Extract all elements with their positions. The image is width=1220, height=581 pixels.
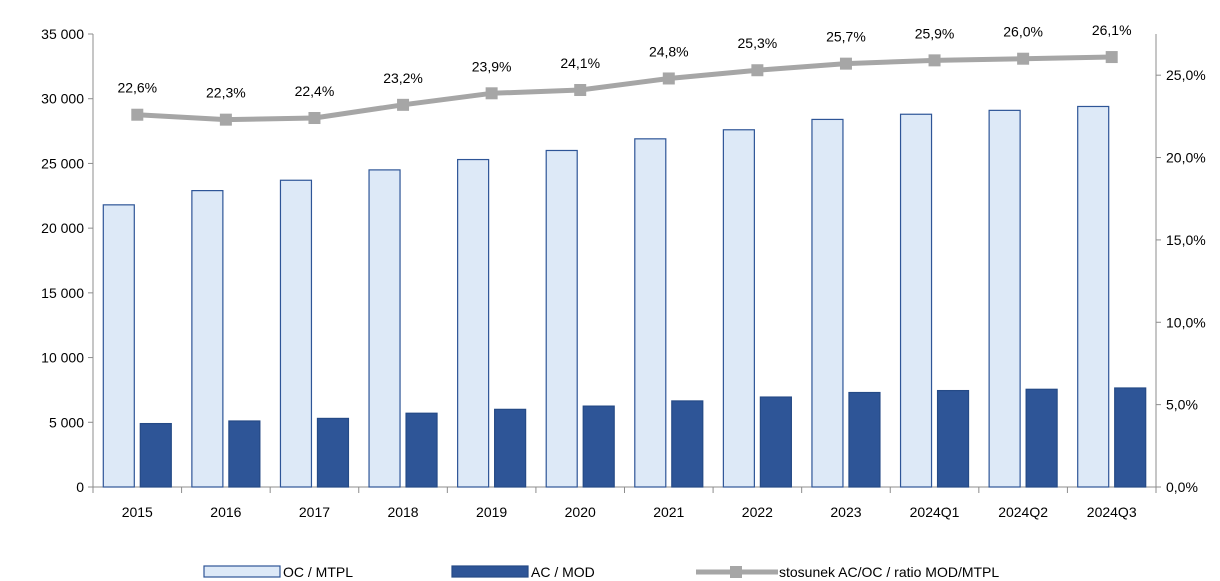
bar-oc-mtpl-2024q2 — [988, 109, 1021, 488]
bar-ac-mod-2018 — [405, 412, 438, 488]
ratio-data-label: 25,3% — [738, 35, 778, 51]
ratio-point-2018 — [397, 98, 410, 111]
x-tick-label: 2022 — [742, 504, 773, 520]
x-axis: 2015 2016 2017 2018 2019 2020 2021 2022 2023 2024… — [92, 486, 1157, 520]
ratio-data-label: 26,1% — [1092, 22, 1132, 38]
x-tick-label: 2015 — [122, 504, 153, 520]
bar-ac-mod-2020 — [582, 405, 615, 488]
ratio-point-2023 — [839, 57, 852, 70]
left-tick-label: 35 000 — [41, 26, 84, 42]
legend-item-ratio: stosunek AC/OC / ratio MOD/MTPL — [696, 564, 999, 580]
legend-marker-ratio — [730, 566, 742, 578]
x-tick-label: 2024Q1 — [910, 504, 960, 520]
ratio-data-label: 24,8% — [649, 43, 689, 59]
bar-oc-mtpl-2019 — [457, 158, 490, 488]
bar-series — [102, 105, 1147, 488]
ratio-point-2017 — [308, 112, 321, 125]
left-tick-label: 25 000 — [41, 155, 84, 171]
ratio-line — [137, 54, 1112, 123]
ratio-data-label: 25,7% — [826, 29, 866, 45]
ratio-point-2016 — [219, 113, 232, 126]
legend-item-ac-mod: AC / MOD — [451, 564, 595, 580]
x-tick-label: 2016 — [210, 504, 241, 520]
ratio-point-2022 — [751, 64, 764, 77]
x-tick-label: 2018 — [387, 504, 418, 520]
right-tick-label: 25,0% — [1166, 67, 1206, 83]
ratio-point-2019 — [485, 87, 498, 100]
legend-label-ac-mod: AC / MOD — [531, 564, 595, 580]
bar-ac-mod-2024q2 — [1025, 388, 1058, 488]
right-tick-label: 5,0% — [1166, 397, 1198, 413]
right-tick-label: 15,0% — [1166, 232, 1206, 248]
bar-oc-mtpl-2024q3 — [1077, 105, 1110, 488]
legend-label-oc-mtpl: OC / MTPL — [283, 564, 353, 580]
left-tick-label: 15 000 — [41, 285, 84, 301]
bar-oc-mtpl-2015 — [102, 204, 135, 488]
x-tick-label: 2023 — [830, 504, 861, 520]
legend-swatch-oc-mtpl — [203, 565, 281, 578]
bar-oc-mtpl-2017 — [279, 179, 313, 488]
left-tick-label: 0 — [76, 479, 84, 495]
ratio-data-label: 22,6% — [117, 80, 157, 96]
right-tick-label: 10,0% — [1166, 314, 1206, 330]
right-tick-label: 0,0% — [1166, 479, 1198, 495]
bar-ac-mod-2017 — [316, 417, 350, 488]
ratio-data-label: 24,1% — [560, 55, 600, 71]
ratio-point-2024q2 — [1017, 52, 1030, 65]
bar-oc-mtpl-2020 — [545, 149, 578, 488]
x-tick-label: 2020 — [565, 504, 596, 520]
left-tick-label: 10 000 — [41, 350, 84, 366]
ratio-data-label: 26,0% — [1003, 24, 1043, 40]
bar-ac-mod-2024q1 — [936, 389, 970, 488]
x-tick-label: 2019 — [476, 504, 507, 520]
ratio-line-series: 22,6% 22,3% 22,4% 23,2% 23,9% 24,1% 24,8% 25,3%… — [117, 22, 1132, 126]
x-tick-label: 2024Q3 — [1087, 504, 1137, 520]
bar-oc-mtpl-2016 — [191, 190, 224, 488]
bar-oc-mtpl-2021 — [634, 138, 667, 488]
chart-legend: OC / MTPL AC / MOD stosunek AC/OC / rati… — [203, 564, 999, 580]
left-y-axis: 0 5 000 10 000 15 000 20 000 25 000 30 000 35 0… — [41, 26, 94, 495]
right-y-axis: 0,0% 5,0% 10,0% 15,0% 20,0% 25,0% — [1155, 34, 1206, 495]
bar-oc-mtpl-2024q1 — [899, 113, 933, 488]
x-tick-label: 2024Q2 — [998, 504, 1048, 520]
bar-ac-mod-2022 — [759, 396, 792, 488]
ratio-data-label: 25,9% — [915, 25, 955, 41]
bar-ac-mod-2021 — [671, 400, 704, 488]
bar-ac-mod-2024q3 — [1114, 387, 1147, 488]
ratio-point-2021 — [662, 72, 675, 85]
right-tick-label: 20,0% — [1166, 150, 1206, 166]
bar-ac-mod-2019 — [494, 408, 527, 488]
ratio-data-label: 22,4% — [295, 83, 335, 99]
bar-ac-mod-2023 — [848, 391, 881, 488]
ratio-point-2015 — [131, 108, 144, 121]
bar-oc-mtpl-2018 — [368, 169, 401, 488]
ratio-data-label: 23,2% — [383, 70, 423, 86]
ratio-data-label: 23,9% — [472, 58, 512, 74]
bar-ac-mod-2015 — [139, 422, 172, 488]
legend-label-ratio: stosunek AC/OC / ratio MOD/MTPL — [779, 564, 999, 580]
x-tick-label: 2017 — [299, 504, 330, 520]
ratio-point-2024q1 — [928, 54, 941, 67]
ratio-data-label: 22,3% — [206, 85, 246, 101]
legend-swatch-ac-mod — [451, 565, 529, 578]
left-tick-label: 20 000 — [41, 220, 84, 236]
left-tick-label: 5 000 — [49, 414, 84, 430]
ratio-point-2024q3 — [1105, 51, 1118, 64]
bar-oc-mtpl-2022 — [722, 129, 755, 488]
bar-ac-mod-2016 — [228, 420, 261, 488]
ratio-point-2020 — [574, 84, 587, 97]
x-tick-label: 2021 — [653, 504, 684, 520]
legend-item-oc-mtpl: OC / MTPL — [203, 564, 353, 580]
left-tick-label: 30 000 — [41, 91, 84, 107]
bar-oc-mtpl-2023 — [811, 118, 844, 488]
